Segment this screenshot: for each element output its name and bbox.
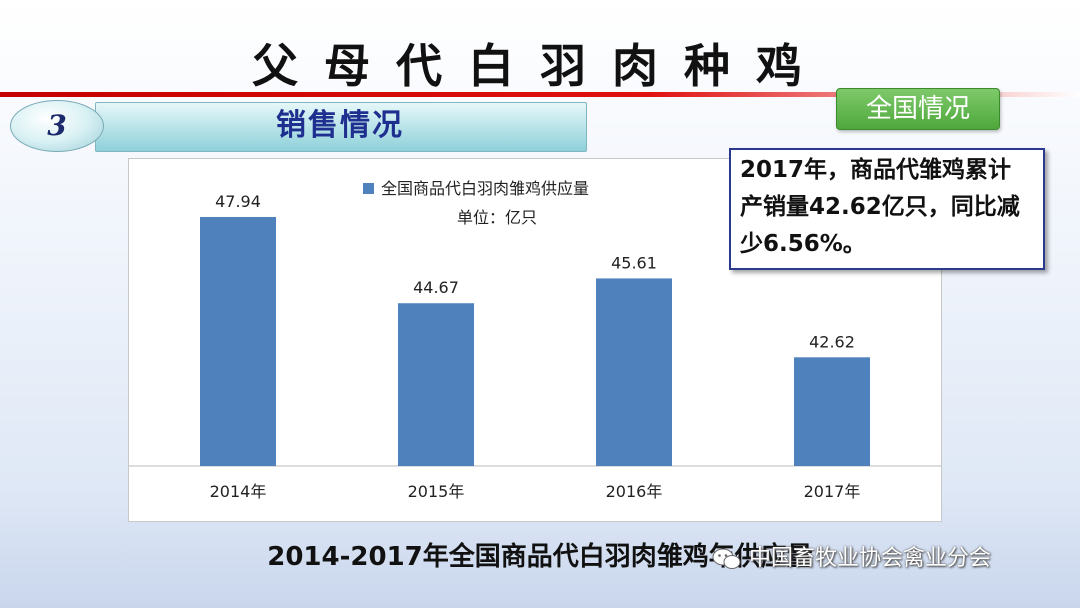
- x-tick-label: 2015年: [408, 482, 465, 501]
- slide-title: 父母代白羽肉种鸡: [252, 39, 828, 93]
- watermark-text: 中国畜牧业协会禽业分会: [749, 546, 992, 571]
- data-label: 44.67: [413, 278, 459, 297]
- title-divider: [0, 92, 1080, 97]
- legend-label: 全国商品代白羽肉雏鸡供应量: [381, 179, 589, 198]
- wechat-icon: [712, 548, 741, 569]
- section-label: 销售情况: [276, 108, 404, 143]
- bar-2015年: [398, 303, 474, 466]
- chart-panel: 全国商品代白羽肉雏鸡供应量 单位：亿只 47.94 2014年 44.67 2015年…: [128, 158, 942, 522]
- data-label: 42.62: [809, 332, 855, 351]
- section-number: 3: [10, 100, 104, 152]
- bar-2017年: [794, 357, 870, 466]
- national-badge: 全国情况: [836, 88, 1000, 130]
- x-tick-label: 2017年: [804, 482, 861, 501]
- x-tick-label: 2016年: [606, 482, 663, 501]
- bar-2014年: [200, 216, 276, 466]
- callout-text: 2017年，商品代雏鸡累计产销量42.62亿只，同比减少6.56%。: [740, 157, 1020, 257]
- callout-box: [729, 148, 1045, 270]
- legend-unit: 单位：亿只: [457, 208, 537, 227]
- section-bar: [95, 102, 587, 152]
- bar-chart: 全国商品代白羽肉雏鸡供应量 单位：亿只 47.94 2014年 44.67 2015年…: [129, 179, 941, 501]
- legend-swatch: [363, 183, 374, 194]
- watermark: 中国畜牧业协会禽业分会: [712, 542, 991, 576]
- bar-2016年: [596, 278, 672, 466]
- x-tick-label: 2014年: [210, 482, 267, 501]
- data-label: 45.61: [611, 253, 657, 272]
- data-label: 47.94: [215, 192, 261, 211]
